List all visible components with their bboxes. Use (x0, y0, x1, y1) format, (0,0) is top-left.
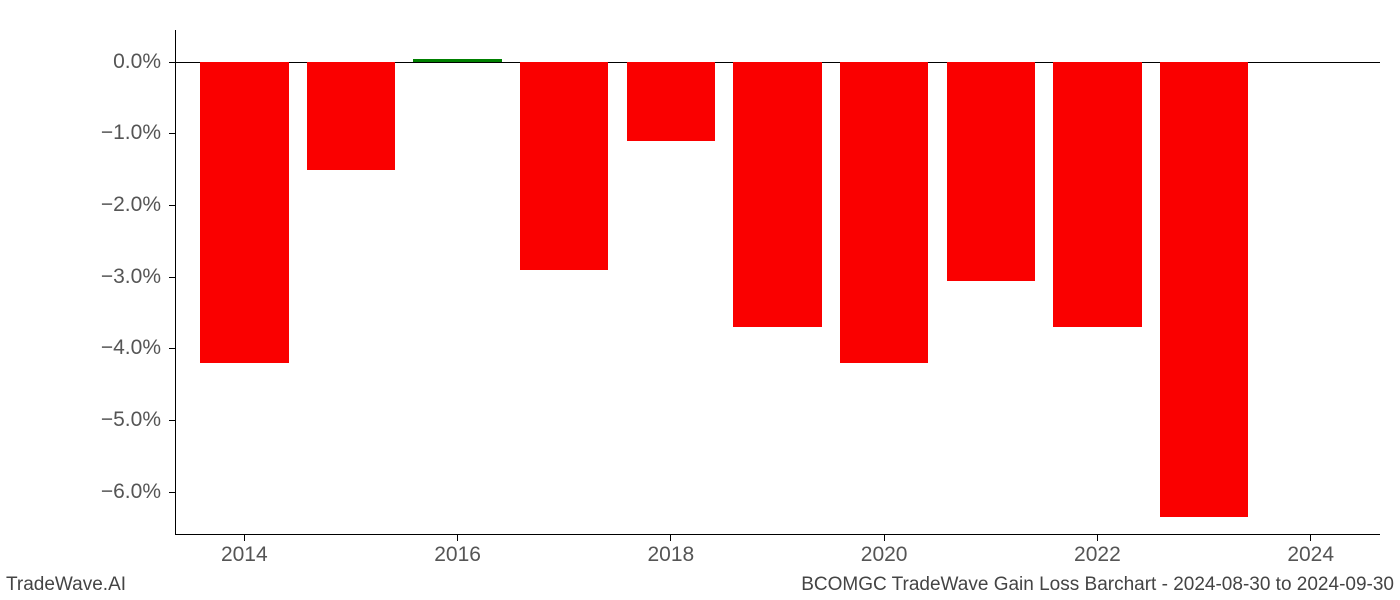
x-tick-label: 2020 (844, 543, 924, 567)
y-tick-label: −3.0% (0, 265, 161, 289)
y-tick-label: −6.0% (0, 480, 161, 504)
x-tick-label: 2022 (1057, 543, 1137, 567)
x-tick-mark (244, 535, 245, 541)
y-tick-label: −4.0% (0, 336, 161, 360)
chart-container: 0.0% −1.0% −2.0% −3.0% −4.0% −5.0% −6.0% 2014 2… (0, 0, 1400, 600)
x-tick-mark (884, 535, 885, 541)
y-tick-label: −2.0% (0, 193, 161, 217)
x-tick-mark (670, 535, 671, 541)
y-axis-spine (175, 30, 176, 535)
bar (733, 62, 822, 327)
bar (520, 62, 609, 270)
y-tick-mark (169, 62, 175, 63)
x-tick-mark (457, 535, 458, 541)
y-tick-mark (169, 277, 175, 278)
bar (1160, 62, 1249, 517)
caption-right: BCOMGC TradeWave Gain Loss Barchart - 20… (801, 574, 1394, 596)
x-tick-mark (1310, 535, 1311, 541)
x-tick-mark (1097, 535, 1098, 541)
watermark-left: TradeWave.AI (6, 574, 126, 596)
y-tick-mark (169, 348, 175, 349)
bar (1053, 62, 1142, 327)
y-tick-label: 0.0% (0, 50, 161, 74)
x-tick-label: 2018 (631, 543, 711, 567)
y-tick-mark (169, 492, 175, 493)
y-tick-mark (169, 420, 175, 421)
y-tick-mark (169, 205, 175, 206)
x-axis-spine (175, 534, 1380, 535)
x-tick-label: 2016 (418, 543, 498, 567)
y-tick-label: −5.0% (0, 408, 161, 432)
bar (947, 62, 1036, 280)
x-tick-label: 2024 (1271, 543, 1351, 567)
bar (307, 62, 396, 169)
bar (840, 62, 929, 363)
bar (200, 62, 289, 363)
bar (627, 62, 716, 141)
y-tick-mark (169, 133, 175, 134)
y-tick-label: −1.0% (0, 121, 161, 145)
bar (413, 59, 502, 63)
plot-area (175, 30, 1380, 535)
x-tick-label: 2014 (204, 543, 284, 567)
